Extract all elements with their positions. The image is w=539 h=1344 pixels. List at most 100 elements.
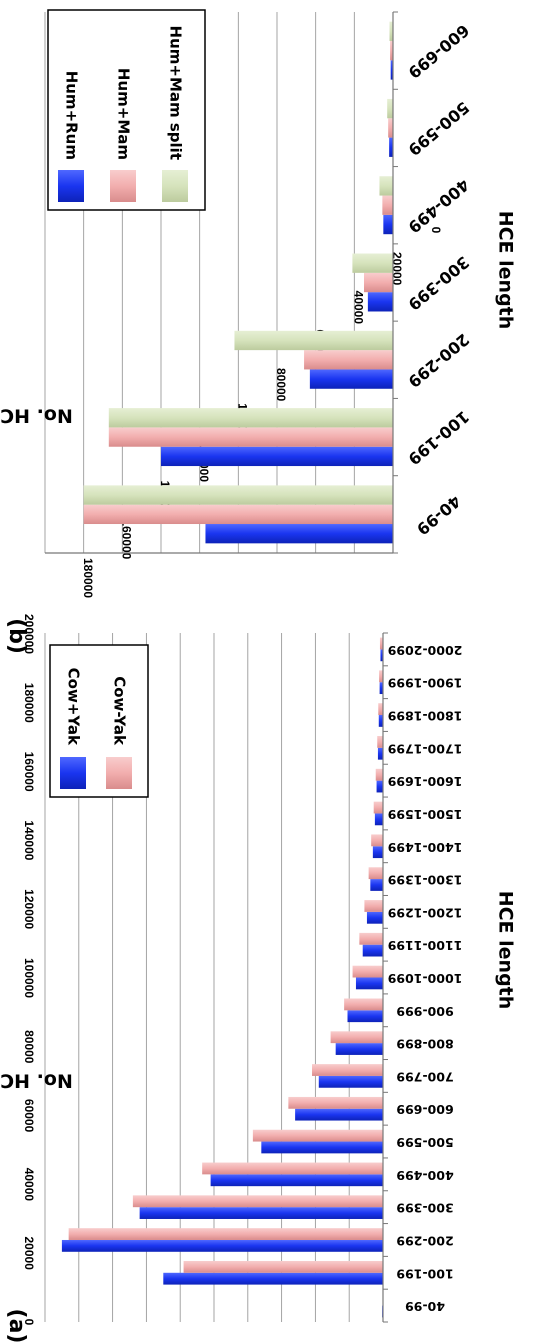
category-label: 100-199 [396, 1266, 453, 1281]
bar [352, 253, 393, 273]
bar [388, 118, 393, 138]
bar [108, 408, 394, 428]
bar [132, 1195, 383, 1208]
bar [375, 768, 383, 781]
category-label: 200-299 [404, 330, 472, 392]
bar [379, 670, 383, 683]
bar [376, 780, 383, 793]
bar [347, 1010, 383, 1023]
bar [318, 1075, 383, 1088]
bar [205, 524, 393, 544]
value-tick-label: 80000 [274, 368, 288, 402]
legend-swatch [60, 757, 86, 789]
bar [373, 801, 383, 814]
category-label: 1100-1199 [388, 938, 463, 953]
bar [234, 330, 393, 351]
value-tick-label: 0 [22, 1319, 36, 1326]
bar [83, 485, 394, 505]
chart-panel-b: 0200004000060000800001000001200001400001… [0, 9, 517, 654]
legend-swatch [162, 170, 188, 202]
bar [377, 747, 383, 760]
bar [161, 446, 393, 467]
bar [366, 911, 383, 924]
bar [383, 214, 393, 235]
y-axis-title: No. HCE [0, 405, 73, 427]
category-label: 1700-1799 [388, 741, 463, 756]
value-tick-label: 160000 [119, 519, 133, 559]
value-tick-label: 120000 [22, 889, 36, 929]
bar [83, 504, 394, 525]
bar [312, 1064, 383, 1076]
value-tick-label: 160000 [22, 752, 36, 792]
bar [378, 703, 383, 716]
bar [355, 977, 383, 990]
bar [202, 1162, 383, 1175]
bar [252, 1129, 383, 1142]
category-label: 1900-1999 [388, 676, 463, 691]
bar [108, 427, 394, 447]
value-tick-label: 40000 [351, 291, 365, 325]
bar [344, 998, 383, 1011]
value-tick-label: 100000 [22, 958, 36, 998]
bar [379, 682, 383, 695]
bar [163, 1272, 383, 1285]
legend-label: Hum+Mam [115, 68, 133, 160]
legend-label: Cow-Yak [111, 676, 129, 746]
x-axis-title: HCE length [495, 211, 517, 330]
legend-label: Cow+Yak [65, 668, 83, 746]
panel-label: (a) [4, 1309, 29, 1344]
category-label: 40-99 [413, 491, 464, 538]
bar [374, 813, 383, 826]
category-label: 1000-1099 [388, 971, 463, 986]
bar [304, 350, 393, 370]
bar [390, 60, 393, 80]
category-label: 400-499 [396, 1168, 453, 1183]
bar [368, 867, 383, 880]
bar [387, 98, 393, 119]
bar [372, 846, 383, 859]
category-label: 1400-1499 [388, 840, 463, 855]
x-axis-title: HCE length [495, 891, 517, 1010]
category-label: 1300-1399 [388, 873, 463, 888]
category-label: 1200-1299 [388, 905, 463, 920]
value-tick-label: 200000 [22, 614, 36, 654]
bar [210, 1174, 383, 1187]
category-label: 100-199 [404, 407, 472, 469]
category-label: 500-599 [396, 1135, 453, 1150]
bar [261, 1141, 383, 1154]
bar [367, 292, 393, 312]
category-label: 600-699 [404, 21, 472, 83]
value-tick-label: 140000 [22, 820, 36, 860]
bar [330, 1031, 383, 1044]
category-label: 800-899 [396, 1037, 453, 1052]
legend-swatch [58, 170, 84, 202]
value-tick-label: 0 [429, 227, 443, 234]
value-tick-label: 180000 [22, 683, 36, 723]
panel-label: (b) [4, 618, 29, 654]
bar [389, 137, 393, 157]
bar [371, 834, 383, 847]
bar [362, 944, 383, 957]
bar [288, 1096, 383, 1109]
category-label: 500-599 [404, 98, 472, 160]
legend-label: Hum+Rum [63, 71, 81, 160]
legend-label: Hum+Mam split [167, 26, 185, 160]
category-label: 300-399 [404, 252, 472, 314]
bar [378, 715, 383, 727]
bar [359, 932, 383, 945]
value-tick-label: 60000 [22, 1099, 36, 1133]
value-tick-label: 20000 [390, 252, 404, 286]
category-label: 1800-1899 [388, 709, 463, 724]
category-label: 1600-1699 [388, 774, 463, 789]
bar [139, 1207, 383, 1219]
value-tick-label: 180000 [81, 558, 95, 598]
category-label: 2000-2099 [388, 643, 463, 658]
chart-panel-a: 0 20000 40000 60000 80000 100000 120000 140000 1… [0, 614, 517, 1344]
bar [370, 879, 383, 891]
category-label: 600-699 [396, 1102, 453, 1117]
bar [364, 272, 393, 293]
category-label: 40-99 [405, 1299, 445, 1314]
bar [364, 900, 383, 912]
bar [390, 40, 393, 61]
